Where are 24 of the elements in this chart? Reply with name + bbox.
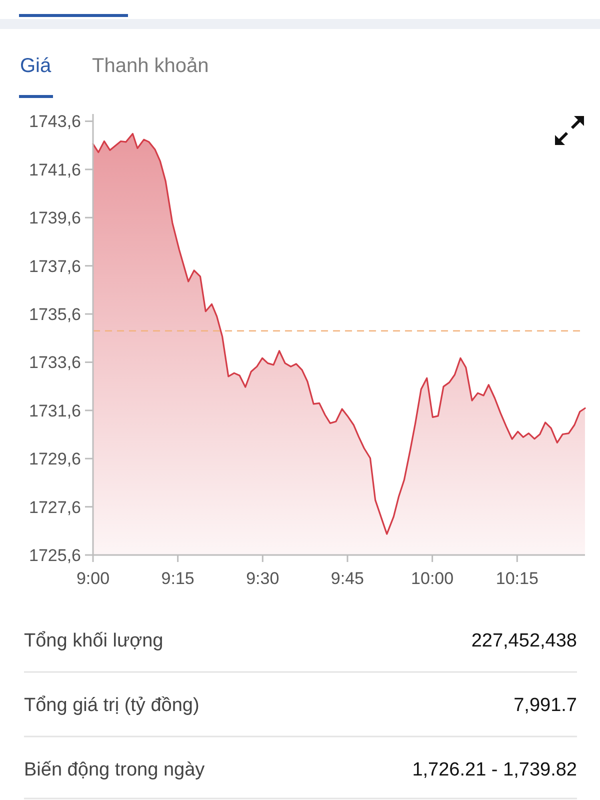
x-tick-label: 10:15	[496, 569, 538, 588]
text: Thanh khoản	[92, 55, 209, 77]
text: Tổng khối lượng	[24, 630, 164, 652]
text: Biến động trong ngày	[24, 760, 206, 781]
y-tick-label: 1733,6	[29, 353, 81, 372]
x-tick-label: 9:15	[161, 569, 194, 588]
y-tick-label: 1739,6	[29, 208, 81, 228]
y-tick-label: 1725,6	[29, 546, 81, 565]
x-tick-label: 10:00	[411, 569, 454, 588]
y-tick-label: 1731,6	[29, 401, 81, 420]
y-tick-label: 1741,6	[29, 160, 81, 180]
y-tick-label: 1735,6	[29, 304, 81, 324]
x-tick-label: 9:00	[76, 569, 110, 588]
y-tick-label: 1727,6	[29, 498, 81, 517]
x-tick-label: 9:30	[246, 569, 280, 588]
text: Giá	[20, 55, 52, 77]
y-tick-label: 1743,6	[29, 112, 81, 132]
text: 227,452,438	[471, 630, 577, 652]
text: 7,991.7	[514, 695, 577, 716]
x-tick-label: 9:45	[330, 569, 364, 588]
y-tick-label: 1737,6	[29, 256, 81, 276]
text: 1,726.21 - 1,739.82	[412, 760, 577, 781]
y-tick-label: 1729,6	[29, 450, 81, 469]
text: Tổng giá trị (tỷ đồng)	[24, 695, 200, 716]
